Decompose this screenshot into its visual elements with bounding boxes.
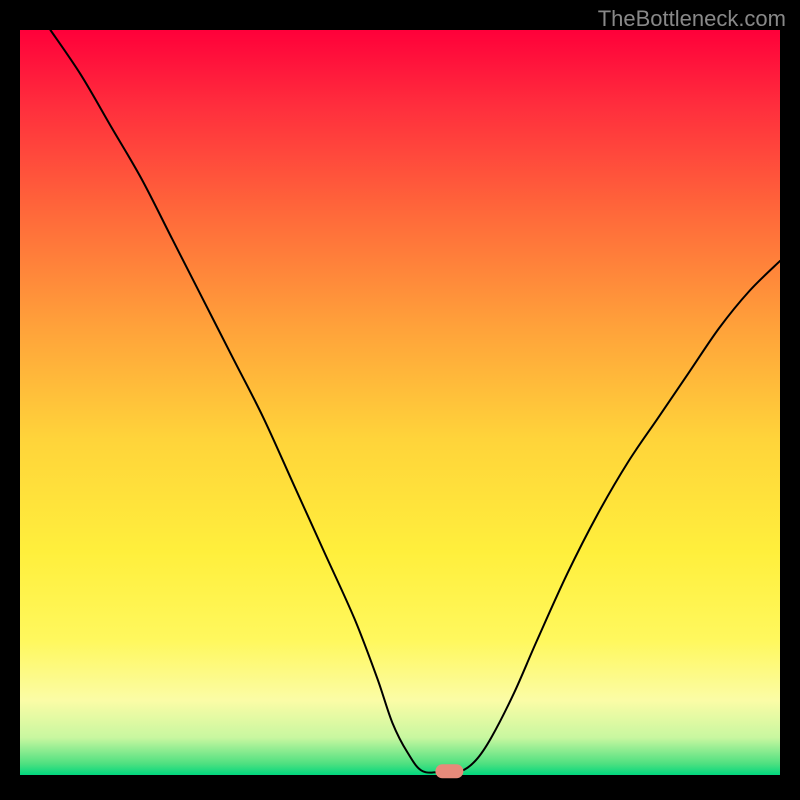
bottleneck-chart <box>0 0 800 800</box>
watermark-label: TheBottleneck.com <box>598 6 786 32</box>
optimum-marker <box>435 764 463 778</box>
plot-background <box>20 30 780 775</box>
chart-container: TheBottleneck.com <box>0 0 800 800</box>
